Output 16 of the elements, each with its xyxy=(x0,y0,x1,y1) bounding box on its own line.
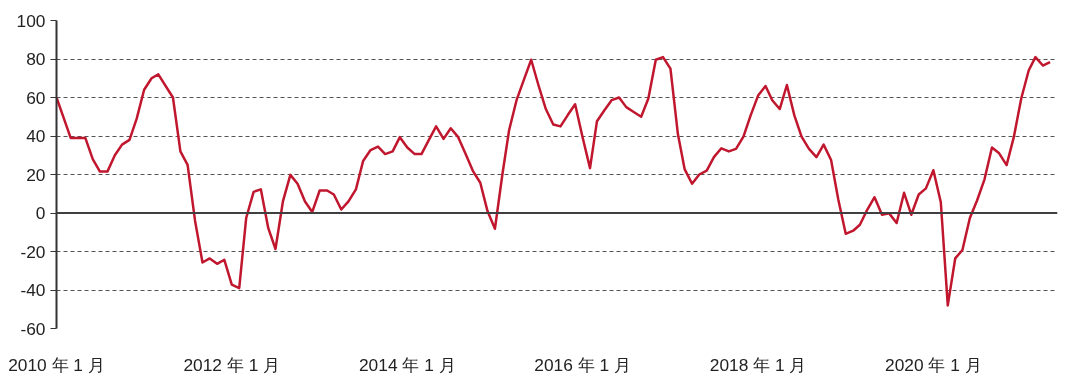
x-tick-label: 2018 年 1 月 xyxy=(709,354,807,375)
y-tick-label: -20 xyxy=(20,241,46,262)
x-tick-label: 2010 年 1 月 xyxy=(8,354,105,375)
x-tick-label: 2016 年 1 月 xyxy=(534,354,631,375)
y-tick-label: -60 xyxy=(20,318,46,339)
y-tick-label: 20 xyxy=(26,164,46,185)
y-tick-label: 60 xyxy=(26,87,46,108)
y-tick-label: 40 xyxy=(26,126,46,146)
line-series xyxy=(56,55,1052,307)
x-tick-label: 2020 年 1 月 xyxy=(885,354,982,375)
x-tick-label: 2014 年 1 月 xyxy=(358,354,456,375)
y-tick-label: 100 xyxy=(16,10,46,31)
x-tick-label: 2012 年 1 月 xyxy=(183,354,281,375)
y-tick-label: 80 xyxy=(26,49,46,69)
y-tick-label: -40 xyxy=(20,280,46,300)
y-tick-label: 0 xyxy=(35,203,46,223)
